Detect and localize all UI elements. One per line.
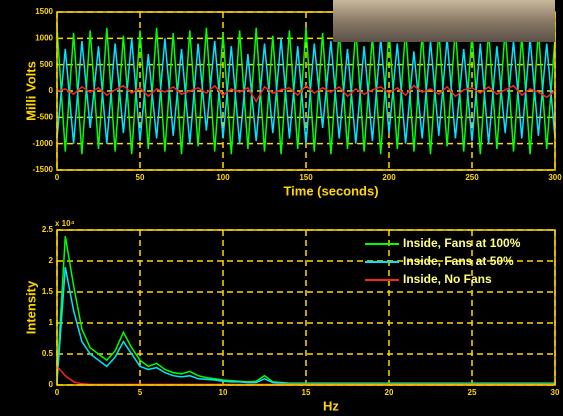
x-tick-label: 30: [551, 388, 560, 397]
y-tick-label: 2.5: [42, 225, 54, 234]
x-tick-label: 300: [548, 173, 562, 182]
x-tick-label: 20: [385, 388, 394, 397]
y-tick-label: 0.5: [42, 349, 54, 358]
x-axis-label: Hz: [323, 398, 339, 413]
y-tick-label: -1000: [33, 139, 54, 148]
x-tick-label: 100: [216, 173, 230, 182]
y-tick-label: -500: [37, 112, 54, 121]
y-tick-label: 2: [49, 256, 54, 265]
y-tick-label: -1500: [33, 165, 54, 174]
x-tick-label: 5: [138, 388, 143, 397]
photo: [333, 0, 555, 42]
legend-label: Inside, Fans at 100%: [403, 236, 521, 250]
plot-frame: [56, 11, 556, 171]
x-tick-label: 15: [302, 388, 311, 397]
x-tick-label: 200: [382, 173, 396, 182]
y-tick-label: 500: [40, 60, 54, 69]
y-tick-label: 1000: [35, 33, 53, 42]
x-tick-label: 10: [219, 388, 228, 397]
plot-frame: [56, 229, 556, 386]
x-tick-label: 0: [55, 173, 60, 182]
y-multiplier: x 10⁴: [55, 219, 75, 228]
y-tick-label: 1: [49, 318, 54, 327]
series-line: [56, 84, 556, 103]
x-tick-label: 150: [299, 173, 313, 182]
legend-label: Inside, No Fans: [403, 272, 492, 286]
legend-label: Inside, Fans at 50%: [403, 254, 514, 268]
y-tick-label: 1.5: [42, 287, 54, 296]
x-tick-label: 250: [465, 173, 479, 182]
y-axis-label: Intensity: [23, 280, 38, 334]
series-line: [56, 38, 556, 144]
y-tick-label: 0: [49, 380, 54, 389]
x-tick-label: 0: [55, 388, 60, 397]
x-tick-label: 25: [468, 388, 477, 397]
y-tick-label: 1500: [35, 7, 53, 16]
y-axis-label: Milli Volts: [23, 61, 38, 121]
x-tick-label: 50: [136, 173, 145, 182]
x-axis-label: Time (seconds): [283, 183, 378, 198]
y-tick-label: 0: [49, 86, 54, 95]
